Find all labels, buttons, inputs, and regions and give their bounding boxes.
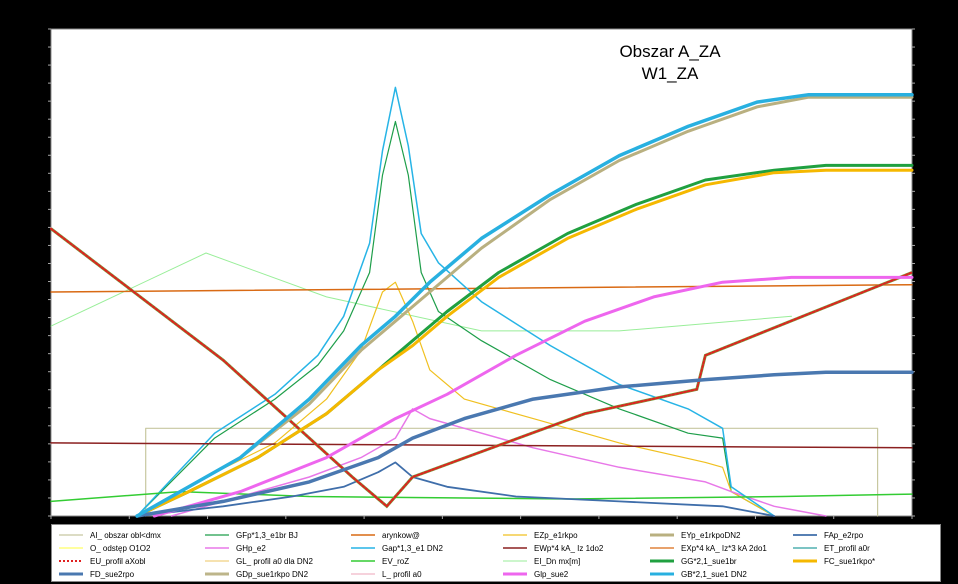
legend-item: EI_Dn mx[m] — [502, 555, 580, 567]
legend-item: FD_sue2rpo — [58, 568, 134, 580]
legend-swatch — [792, 543, 818, 553]
legend-label: O_ odstęp O1O2 — [90, 543, 151, 553]
legend-label: AI_ obszar obl<dmx — [90, 530, 161, 540]
legend-item: arynkow@ — [350, 529, 420, 541]
series-line-ai-obszar-obl-dmx — [145, 427, 879, 517]
legend-item: EWp*4 kA_ Iz 1do2 — [502, 542, 603, 554]
legend-item: EYp_e1rkpoDN2 — [649, 529, 740, 541]
legend-item: EU_profil aXobl — [58, 555, 146, 567]
chart-title-line-2: W1_ZA — [642, 64, 699, 83]
legend-item: Gap*1,3_e1 DN2 — [350, 542, 443, 554]
legend-label: GG*2,1_sue1br — [681, 556, 737, 566]
plot-area — [50, 28, 913, 517]
legend-swatch — [58, 556, 84, 566]
legend-swatch — [649, 569, 675, 579]
legend-item: Glp_sue2 — [502, 568, 568, 580]
legend-label: GL_ profil a0 dla DN2 — [236, 556, 313, 566]
legend-swatch — [792, 556, 818, 566]
legend-swatch — [204, 569, 230, 579]
series-lines — [50, 86, 914, 518]
legend-label: EV_roZ — [382, 556, 410, 566]
series-line-gfp-1-3-e1br-bj — [136, 120, 775, 517]
legend-item: GHp_e2 — [204, 542, 266, 554]
legend-item: EZp_e1rkpo — [502, 529, 578, 541]
legend-label: EZp_e1rkpo — [534, 530, 578, 540]
series-line-ezp-e1rkpo — [136, 281, 775, 517]
legend-label: EI_Dn mx[m] — [534, 556, 581, 566]
legend-label: Glp_sue2 — [534, 569, 569, 579]
series-line-glp-sue2 — [152, 275, 914, 518]
legend-swatch — [502, 530, 528, 540]
legend-item: O_ odstęp O1O2 — [58, 542, 150, 554]
legend-label: EU_profil aXobl — [90, 556, 146, 566]
legend-swatch — [204, 556, 230, 566]
legend-label: FC_sue1rkpo* — [824, 556, 876, 566]
legend-swatch — [502, 569, 528, 579]
legend-swatch — [204, 543, 230, 553]
legend-label: GDp_sue1rkpo DN2 — [236, 569, 309, 579]
series-line-fd-sue2rpo — [135, 370, 914, 518]
legend-swatch — [58, 530, 84, 540]
legend-label: FAp_e2rpo — [824, 530, 864, 540]
legend-label: EYp_e1rkpoDN2 — [681, 530, 741, 540]
legend-swatch — [350, 556, 376, 566]
chart-title-line-1: Obszar A_ZA — [619, 42, 721, 61]
legend-swatch — [350, 543, 376, 553]
legend-item: EV_roZ — [350, 555, 409, 567]
series-line-gb-2-1-sue1-dn2 — [135, 92, 914, 518]
legend-swatch — [204, 530, 230, 540]
legend-swatch — [649, 530, 675, 540]
legend-item: ET_profil a0r — [792, 542, 870, 554]
chart-plot: Obszar A_ZA W1_ZA — [48, 28, 915, 519]
legend-label: FD_sue2rpo — [90, 569, 135, 579]
legend-item: GG*2,1_sue1br — [649, 555, 737, 567]
legend-swatch — [792, 530, 818, 540]
legend-item: GL_ profil a0 dla DN2 — [204, 555, 313, 567]
series-line-eu-profil-axobl — [50, 227, 913, 508]
series-line-ev-roz — [50, 490, 913, 503]
legend-item: GFp*1,3_e1br BJ — [204, 529, 298, 541]
legend-item: EXp*4 kA_ Iz*3 kA 2do1 — [649, 542, 767, 554]
legend-label: arynkow@ — [382, 530, 420, 540]
legend-item: AI_ obszar obl<dmx — [58, 529, 161, 541]
legend-swatch — [649, 543, 675, 553]
legend-item: L_ profil a0 — [350, 568, 422, 580]
legend-item: GB*2,1_sue1 DN2 — [649, 568, 747, 580]
series-line-ewp-4-ka-iz-1do2 — [50, 442, 913, 449]
series-line-fc-sue1rkpo — [135, 168, 914, 518]
legend-swatch — [58, 569, 84, 579]
legend-label: GB*2,1_sue1 DN2 — [681, 569, 747, 579]
series-line-arynkow — [50, 283, 913, 293]
legend-label: GHp_e2 — [236, 543, 266, 553]
series-line-gap-1-3-e1-dn2 — [136, 86, 775, 517]
legend-label: L_ profil a0 — [382, 569, 422, 579]
legend-swatch — [502, 543, 528, 553]
legend-item: FAp_e2rpo — [792, 529, 863, 541]
legend-label: EXp*4 kA_ Iz*3 kA 2do1 — [681, 543, 767, 553]
legend-label: ET_profil a0r — [824, 543, 870, 553]
legend-swatch — [649, 556, 675, 566]
legend-label: EWp*4 kA_ Iz 1do2 — [534, 543, 604, 553]
legend-swatch — [350, 569, 376, 579]
legend-swatch — [58, 543, 84, 553]
series-line-fap-e2rpo — [136, 461, 776, 517]
chart-legend: AI_ obszar obl<dmx GFp*1,3_e1br BJ arynkow… — [51, 524, 941, 582]
legend-swatch — [502, 556, 528, 566]
legend-swatch — [350, 530, 376, 540]
legend-item: GDp_sue1rkpo DN2 — [204, 568, 308, 580]
legend-label: GFp*1,3_e1br BJ — [236, 530, 298, 540]
legend-item: FC_sue1rkpo* — [792, 555, 875, 567]
legend-label: Gap*1,3_e1 DN2 — [382, 543, 443, 553]
axis-ticks — [48, 28, 915, 519]
